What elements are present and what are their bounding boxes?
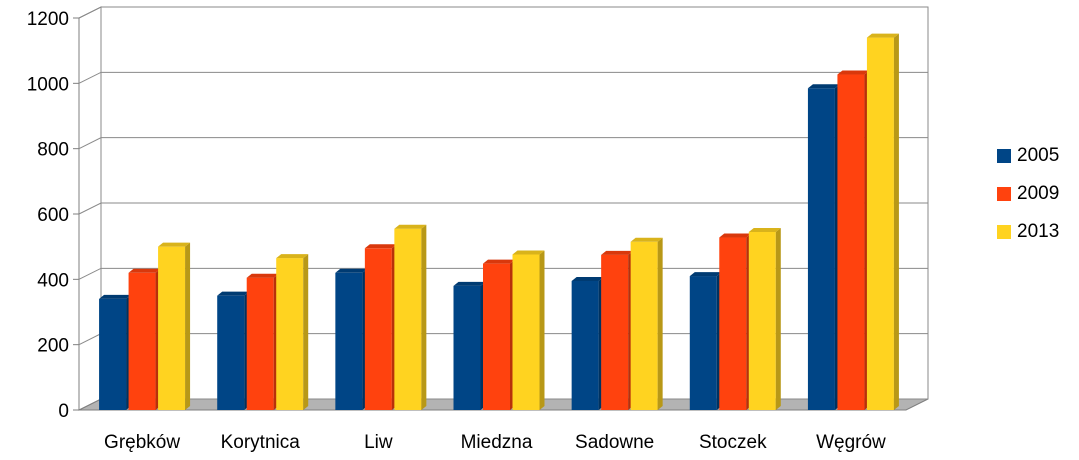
bar-2013-Stoczek bbox=[748, 227, 781, 410]
bar-2013-Węgrów bbox=[866, 33, 899, 410]
bar-2005-Węgrów bbox=[807, 84, 840, 410]
legend-swatch-2009 bbox=[997, 187, 1011, 201]
bar-2005-Sadowne bbox=[571, 276, 604, 410]
y-tick-label: 600 bbox=[37, 205, 69, 226]
gridline bbox=[78, 71, 928, 84]
bar-2009-Stoczek bbox=[719, 233, 752, 410]
legend-item-2005: 2005 bbox=[997, 137, 1059, 175]
legend-swatch-2005 bbox=[997, 149, 1011, 163]
gridline bbox=[78, 202, 928, 215]
bar-2013-Korytnica bbox=[276, 254, 309, 410]
x-category-label: Stoczek bbox=[699, 432, 767, 453]
y-axis-ticks: 0 200 400 600 800 1000 1200 bbox=[27, 9, 79, 422]
bar-2009-Korytnica bbox=[246, 273, 279, 410]
y-tick-label: 200 bbox=[37, 336, 69, 357]
bar-2013-Grębków bbox=[158, 242, 191, 410]
bars bbox=[99, 33, 899, 410]
bar-2013-Sadowne bbox=[630, 237, 663, 410]
bar-2005-Miedzna bbox=[453, 281, 486, 410]
legend-item-2009: 2009 bbox=[997, 175, 1059, 213]
bar-2009-Liw bbox=[364, 244, 397, 410]
x-category-label: Sadowne bbox=[575, 432, 654, 453]
y-tick-label: 1000 bbox=[27, 74, 69, 95]
x-axis-labels: Grębków Korytnica Liw Miedzna Sadowne Stoczek… bbox=[104, 432, 886, 453]
y-tick-label: 800 bbox=[37, 140, 69, 161]
gridline bbox=[78, 6, 928, 19]
y-tick-label: 0 bbox=[58, 401, 69, 422]
bar-2009-Grębków bbox=[128, 268, 161, 410]
legend-label-2005: 2005 bbox=[1017, 145, 1060, 166]
x-category-label: Liw bbox=[364, 432, 393, 453]
bar-2005-Liw bbox=[335, 268, 368, 410]
legend-swatch-2013 bbox=[997, 225, 1011, 239]
bar-2005-Grębków bbox=[99, 294, 132, 410]
bar-2005-Stoczek bbox=[689, 272, 722, 410]
y-tick-label: 400 bbox=[37, 270, 69, 291]
x-category-label: Węgrów bbox=[816, 432, 886, 453]
y-tick-label: 1200 bbox=[27, 9, 69, 30]
bar-2009-Miedzna bbox=[483, 259, 515, 410]
legend-item-2013: 2013 bbox=[997, 213, 1059, 251]
bar-2005-Korytnica bbox=[217, 291, 250, 410]
x-category-label: Grębków bbox=[104, 432, 180, 453]
x-category-label: Korytnica bbox=[221, 432, 301, 453]
bar-2009-Węgrów bbox=[837, 70, 870, 410]
bar-2009-Sadowne bbox=[601, 250, 634, 410]
legend: 2005 2009 2013 bbox=[997, 137, 1059, 251]
bar-2013-Liw bbox=[394, 224, 427, 410]
gridline bbox=[78, 137, 928, 150]
x-category-label: Miedzna bbox=[461, 432, 533, 453]
legend-label-2013: 2013 bbox=[1017, 221, 1060, 242]
bar-2013-Miedzna bbox=[512, 250, 545, 410]
legend-label-2009: 2009 bbox=[1017, 183, 1060, 204]
